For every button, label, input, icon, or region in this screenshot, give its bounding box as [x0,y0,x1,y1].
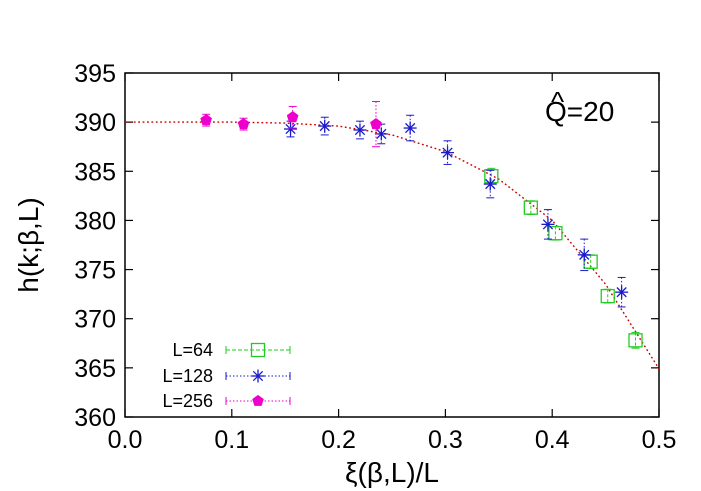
marker-pentagon [237,117,250,130]
legend: L=64 L=128 L=256 [162,340,291,411]
marker-square [250,342,266,358]
marker-asterisk [483,177,497,191]
legend-label: L=256 [162,391,213,411]
data-point [483,169,497,199]
data-point [286,105,299,129]
x-tick-label: 0.4 [535,426,570,454]
marker-asterisk [541,217,555,231]
legend-entry: L=64 [172,340,291,360]
legend-entry: L=256 [162,391,291,411]
data-point [284,120,298,138]
y-tick-label: 375 [74,257,116,285]
series-l256 [200,101,382,148]
marker-asterisk [441,146,455,160]
y-tick-label: 395 [74,60,116,88]
data-point [615,276,629,308]
y-tick-label: 385 [74,158,116,186]
marker-square [548,226,563,241]
marker-square [628,333,643,348]
marker-asterisk [403,121,417,135]
annotation-label: Q=20 [545,96,614,127]
fit-curve-line [125,121,660,370]
marker-asterisk [374,127,388,141]
x-axis-label: ξ(β,L)/L [345,457,439,488]
annotation-hat: ^ [551,86,564,117]
marker-asterisk [353,123,367,137]
plot-frame [124,72,660,418]
series-layer [200,101,643,349]
x-axis-ticks: 0.0 0.1 0.2 0.3 0.4 0.5 [108,73,677,454]
x-tick-label: 0.1 [214,426,249,454]
y-tick-label: 370 [74,306,116,334]
data-point [441,140,455,165]
data-point [523,200,538,216]
marker-pentagon [252,394,264,406]
data-point [200,113,212,127]
data-point [628,331,643,349]
legend-label: L=128 [162,366,213,386]
y-tick-label: 390 [74,109,116,137]
y-tick-label: 380 [74,207,116,235]
x-tick-label: 0.2 [321,426,356,454]
x-tick-label: 0.5 [642,426,677,454]
data-point [318,116,332,136]
marker-pentagon [286,111,299,123]
marker-pentagon [200,114,212,126]
data-point [403,114,417,142]
legend-label: L=64 [172,340,213,360]
data-point [370,101,382,148]
x-tick-label: 0.0 [108,426,143,454]
y-tick-label: 365 [74,355,116,383]
marker-asterisk [284,122,298,136]
y-axis-label: h(k;β,L) [13,197,44,292]
x-tick-label: 0.3 [428,426,463,454]
y-axis-ticks: 360 365 370 375 380 385 390 395 [74,60,659,432]
marker-asterisk [251,369,265,383]
legend-entry: L=128 [162,366,291,386]
y-tick-label: 360 [74,404,116,432]
marker-square [600,288,615,304]
data-point [548,225,563,241]
data-point [237,117,250,131]
data-point [541,209,555,240]
data-point [600,288,615,304]
marker-pentagon [370,117,382,130]
data-point [353,120,367,140]
data-point [577,238,591,272]
marker-asterisk [577,248,591,262]
marker-asterisk [615,285,629,299]
marker-square [523,200,538,215]
annotation-q: ^ Q=20 [545,86,614,127]
marker-asterisk [318,119,332,133]
